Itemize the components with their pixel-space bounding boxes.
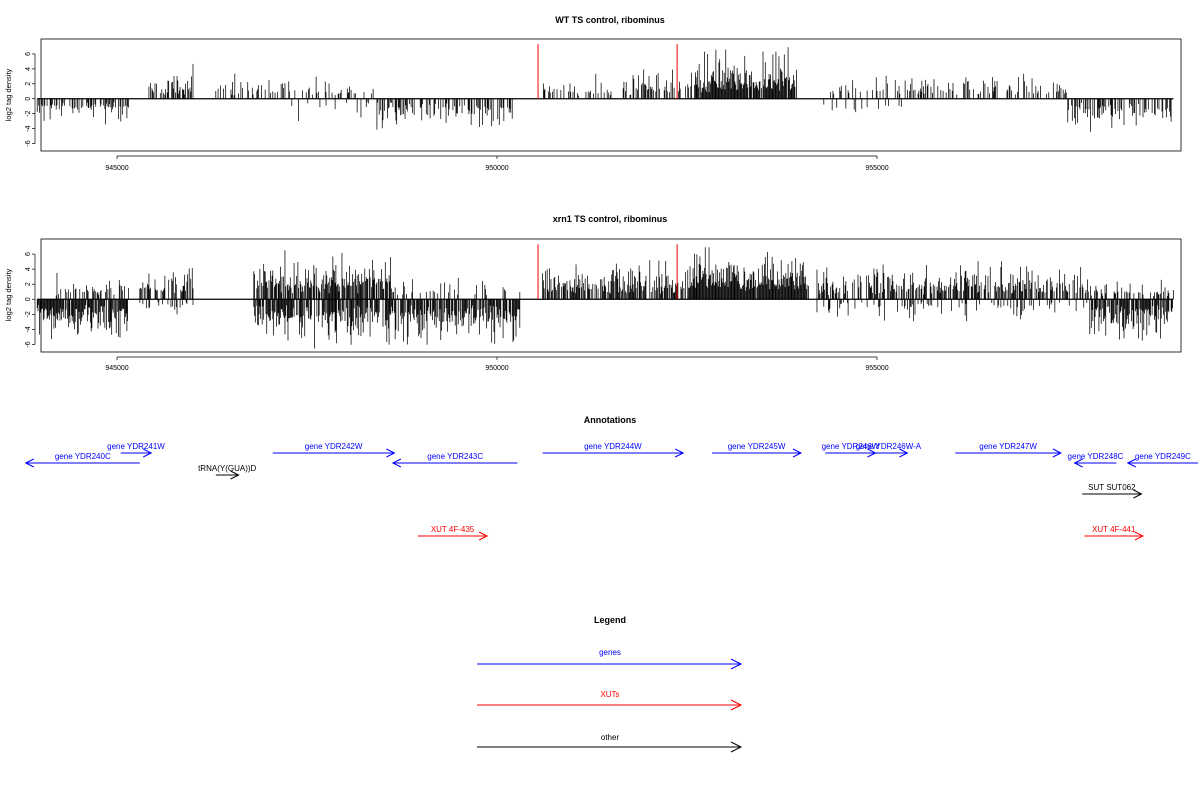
wt-y-tick-label: -6 [25, 140, 32, 146]
annotation-feature: XUT 4F-441 [1084, 525, 1145, 541]
annotation-feature: gene YDR249C [1126, 452, 1198, 468]
xrn1-panel: xrn1 TS control, ribominus log2 tag dens… [4, 214, 1182, 372]
legend-section: Legend genes XUTs other [477, 615, 743, 753]
xrn1-y-tick-label: 2 [25, 282, 32, 286]
wt-y-tick-label: 4 [25, 67, 32, 71]
annotation-label: gene YDR246W-A [856, 442, 922, 451]
annotation-label: gene YDR245W [728, 442, 786, 451]
legend-arrowhead-xuts [730, 699, 743, 711]
legend-item-genes: genes [477, 648, 743, 670]
annotation-feature: gene YDR245W [712, 442, 803, 458]
wt-y-tick-label: -2 [25, 110, 32, 116]
xrn1-panel-title: xrn1 TS control, ribominus [553, 214, 668, 224]
annotation-label: gene YDR240C [55, 452, 111, 461]
xrn1-y-tick-label: 0 [25, 297, 32, 301]
legend-item-other: other [477, 733, 743, 753]
annotation-feature: gene YDR248C [1068, 452, 1124, 468]
wt-panel-title: WT TS control, ribominus [555, 15, 665, 25]
legend-label-genes: genes [599, 648, 621, 657]
legend-label-xuts: XUTs [600, 690, 619, 699]
annotation-label: gene YDR244W [584, 442, 642, 451]
xrn1-x-tick-label: 950000 [485, 365, 508, 372]
xrn1-y-axis: -6 -4 -2 0 2 4 6 [25, 252, 36, 348]
annotation-arrowhead [24, 458, 35, 468]
legend-item-xuts: XUTs [477, 690, 743, 711]
annotation-arrowhead [1134, 531, 1145, 541]
wt-y-axis-label: log2 tag density [4, 68, 13, 121]
annotation-feature: gene YDR246W-A [856, 442, 922, 458]
annotation-label: tRNA(Y(GUA))D [198, 464, 256, 473]
annotation-arrowhead [478, 531, 489, 541]
xrn1-y-tick-label: -4 [25, 326, 32, 332]
annotation-label: SUT SUT062 [1088, 483, 1136, 492]
annotation-arrowhead [899, 448, 909, 458]
wt-x-tick-label: 950000 [485, 165, 508, 172]
legend-label-other: other [601, 733, 620, 742]
annotation-arrowhead [1052, 448, 1063, 458]
xrn1-x-tick-label: 955000 [865, 365, 888, 372]
wt-x-axis: 945000 950000 955000 [105, 155, 889, 172]
annotation-label: XUT 4F-435 [431, 525, 475, 534]
annotation-label: XUT 4F-441 [1092, 525, 1136, 534]
annotation-feature: gene YDR242W [272, 442, 396, 458]
annotation-feature: tRNA(Y(GUA))D [198, 464, 257, 480]
annotation-label: gene YDR241W [107, 442, 165, 451]
xrn1-y-axis-label: log2 tag density [4, 268, 13, 321]
wt-y-tick-label: -4 [25, 125, 32, 131]
wt-panel: WT TS control, ribominus log2 tag densit… [4, 15, 1182, 172]
wt-y-tick-label: 6 [25, 52, 32, 56]
annotation-arrowhead [142, 448, 153, 458]
annotation-feature: SUT SUT062 [1082, 483, 1143, 499]
wt-x-tick-label: 955000 [865, 165, 888, 172]
annotation-arrowhead [792, 448, 803, 458]
xrn1-x-axis: 945000 950000 955000 [105, 356, 889, 372]
annotation-label: gene YDR242W [305, 442, 363, 451]
wt-density-bars [36, 44, 1174, 132]
legend-title: Legend [594, 615, 626, 625]
xrn1-density-bars [36, 244, 1174, 349]
wt-y-tick-label: 0 [25, 97, 32, 101]
annotation-feature: gene YDR241W [107, 442, 165, 458]
annotation-label: gene YDR249C [1135, 452, 1191, 461]
annotation-arrowhead [1133, 489, 1143, 499]
annotation-label: gene YDR246W [822, 442, 880, 451]
legend-arrowhead-other [730, 741, 743, 753]
annotation-feature: gene YDR244W [542, 442, 685, 458]
annotation-arrowhead [386, 448, 396, 458]
xrn1-y-tick-label: -6 [25, 341, 32, 347]
annotation-arrowhead [1126, 458, 1137, 468]
xrn1-plot-frame [40, 238, 1182, 353]
wt-y-tick-label: 2 [25, 82, 32, 86]
annotation-feature: gene YDR243C [391, 452, 518, 468]
annotation-label: gene YDR243C [427, 452, 483, 461]
annotation-feature: XUT 4F-435 [417, 525, 489, 541]
annotation-label: gene YDR248C [1068, 452, 1124, 461]
wt-plot-frame [40, 38, 1182, 152]
xrn1-x-tick-label: 945000 [105, 365, 128, 372]
annotation-feature: gene YDR247W [955, 442, 1063, 458]
annotation-arrowhead [1073, 458, 1083, 468]
annotation-arrowhead [230, 470, 240, 480]
xrn1-y-tick-label: 4 [25, 267, 32, 271]
xrn1-y-tick-label: 6 [25, 252, 32, 256]
xrn1-y-tick-label: -2 [25, 311, 32, 317]
legend-arrowhead-genes [730, 658, 743, 670]
wt-x-tick-label: 945000 [105, 165, 128, 172]
annotations-title: Annotations [584, 415, 637, 425]
annotation-feature: gene YDR240C [24, 452, 140, 468]
annotation-arrowhead [391, 458, 402, 468]
wt-y-axis: -6 -4 -2 0 2 4 6 [25, 52, 36, 147]
annotation-arrowhead [674, 448, 685, 458]
annotation-label: gene YDR247W [979, 442, 1037, 451]
